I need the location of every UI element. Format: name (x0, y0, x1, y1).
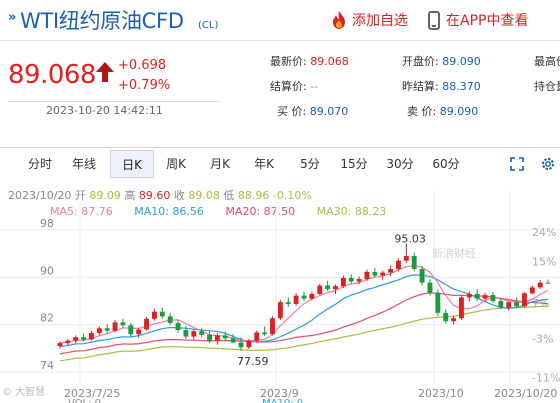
title-bar: » WTI纽约原油CFD (CL) (0, 0, 560, 40)
bid-price-field: 买 价: 89.070 (277, 103, 348, 119)
latest-price-value: 89.068 (310, 55, 349, 68)
price-up-arrow-icon (96, 62, 114, 82)
fullscreen-icon[interactable] (510, 157, 524, 171)
tab-yearly-k[interactable]: 年K (254, 157, 274, 171)
info-high-label: 高 (124, 189, 136, 202)
settings-icon[interactable] (540, 156, 556, 172)
ma10-legend: MA10: 86.56 (134, 205, 204, 218)
latest-price-label: 最新价: (270, 55, 307, 68)
settle-price-value: -- (310, 80, 319, 93)
tab-5min[interactable]: 5分 (300, 157, 320, 171)
info-open-label: 开 (74, 189, 86, 202)
tab-year-line[interactable]: 年线 (71, 157, 96, 171)
bid-price-label: 买 价: (277, 105, 307, 118)
open-price-field: 开盘价: 89.090 (402, 53, 481, 69)
title-divider (0, 40, 560, 41)
ma5-legend: MA5: 87.76 (50, 205, 113, 218)
latest-price-field: 最新价: 89.068 (270, 53, 349, 69)
current-price: 89.068 (8, 60, 96, 90)
open-in-app-label: 在APP中查看 (446, 13, 529, 29)
prev-settle-label: 昨结算: (402, 80, 439, 93)
info-close-label: 收 (173, 189, 185, 202)
tab-30min[interactable]: 30分 (386, 157, 414, 171)
price-change-percent: +0.79% (118, 78, 171, 93)
flame-icon (333, 11, 345, 29)
price-divider (8, 101, 220, 102)
ask-price-value: 89.090 (439, 105, 479, 118)
add-watchlist-button[interactable]: 添加自选 (330, 10, 408, 30)
info-open: 89.09 (89, 189, 121, 202)
tab-intraday[interactable]: 分时 (27, 157, 52, 171)
info-date: 2023/10/20 (8, 189, 72, 202)
period-tabs: 分时 年线 日K 周K 月K 年K 5分 15分 30分 60分 (0, 150, 560, 178)
prev-settle-field: 昨结算: 88.370 (402, 78, 481, 94)
open-price-value: 89.090 (442, 55, 481, 68)
quote-timestamp: 2023-10-20 14:42:11 (46, 104, 163, 117)
ma-legend: MA5: 87.76 MA10: 86.56 MA20: 87.50 MA30:… (50, 205, 386, 218)
open-in-app-button[interactable]: 在APP中查看 (428, 10, 528, 30)
ma30-legend: MA30: 88.23 (316, 205, 387, 218)
settle-price-label: 结算价: (270, 80, 307, 93)
tab-60min[interactable]: 60分 (432, 157, 460, 171)
tab-15min[interactable]: 15分 (340, 157, 368, 171)
tab-monthly-k[interactable]: 月K (210, 157, 230, 171)
phone-icon (428, 10, 440, 30)
prev-settle-value: 88.370 (442, 80, 481, 93)
title-chevron-icon: » (8, 10, 17, 25)
high-price-field: 最高价 (534, 53, 560, 69)
info-low-label: 低 (223, 189, 235, 202)
ask-price-label: 卖 价: (407, 105, 437, 118)
info-high: 89.60 (138, 189, 171, 202)
instrument-title: WTI纽约原油CFD (20, 9, 184, 33)
ohlc-info-line: 2023/10/20 开 89.09 高 89.60 收 89.08 低 88.… (8, 187, 312, 203)
bid-price-value: 89.070 (309, 105, 349, 118)
info-close: 89.08 (188, 189, 220, 202)
info-low: 88.96 (237, 189, 270, 202)
add-watchlist-label: 添加自选 (352, 13, 408, 29)
instrument-code: (CL) (198, 20, 219, 31)
settle-price-field: 结算价: -- (270, 78, 318, 94)
high-price-label: 最高价 (534, 55, 560, 68)
tab-weekly-k[interactable]: 周K (166, 157, 186, 171)
open-interest-label: 持仓量 (534, 80, 560, 93)
price-change: +0.698 (118, 58, 167, 73)
tab-daily-k[interactable]: 日K (110, 150, 154, 178)
info-change: -0.10% (272, 189, 312, 202)
ma20-legend: MA20: 87.50 (225, 205, 296, 218)
kline-chart-panel (0, 147, 560, 403)
open-price-label: 开盘价: (402, 55, 439, 68)
open-interest-field: 持仓量 (534, 78, 560, 94)
ask-price-field: 卖 价: 89.090 (407, 103, 478, 119)
